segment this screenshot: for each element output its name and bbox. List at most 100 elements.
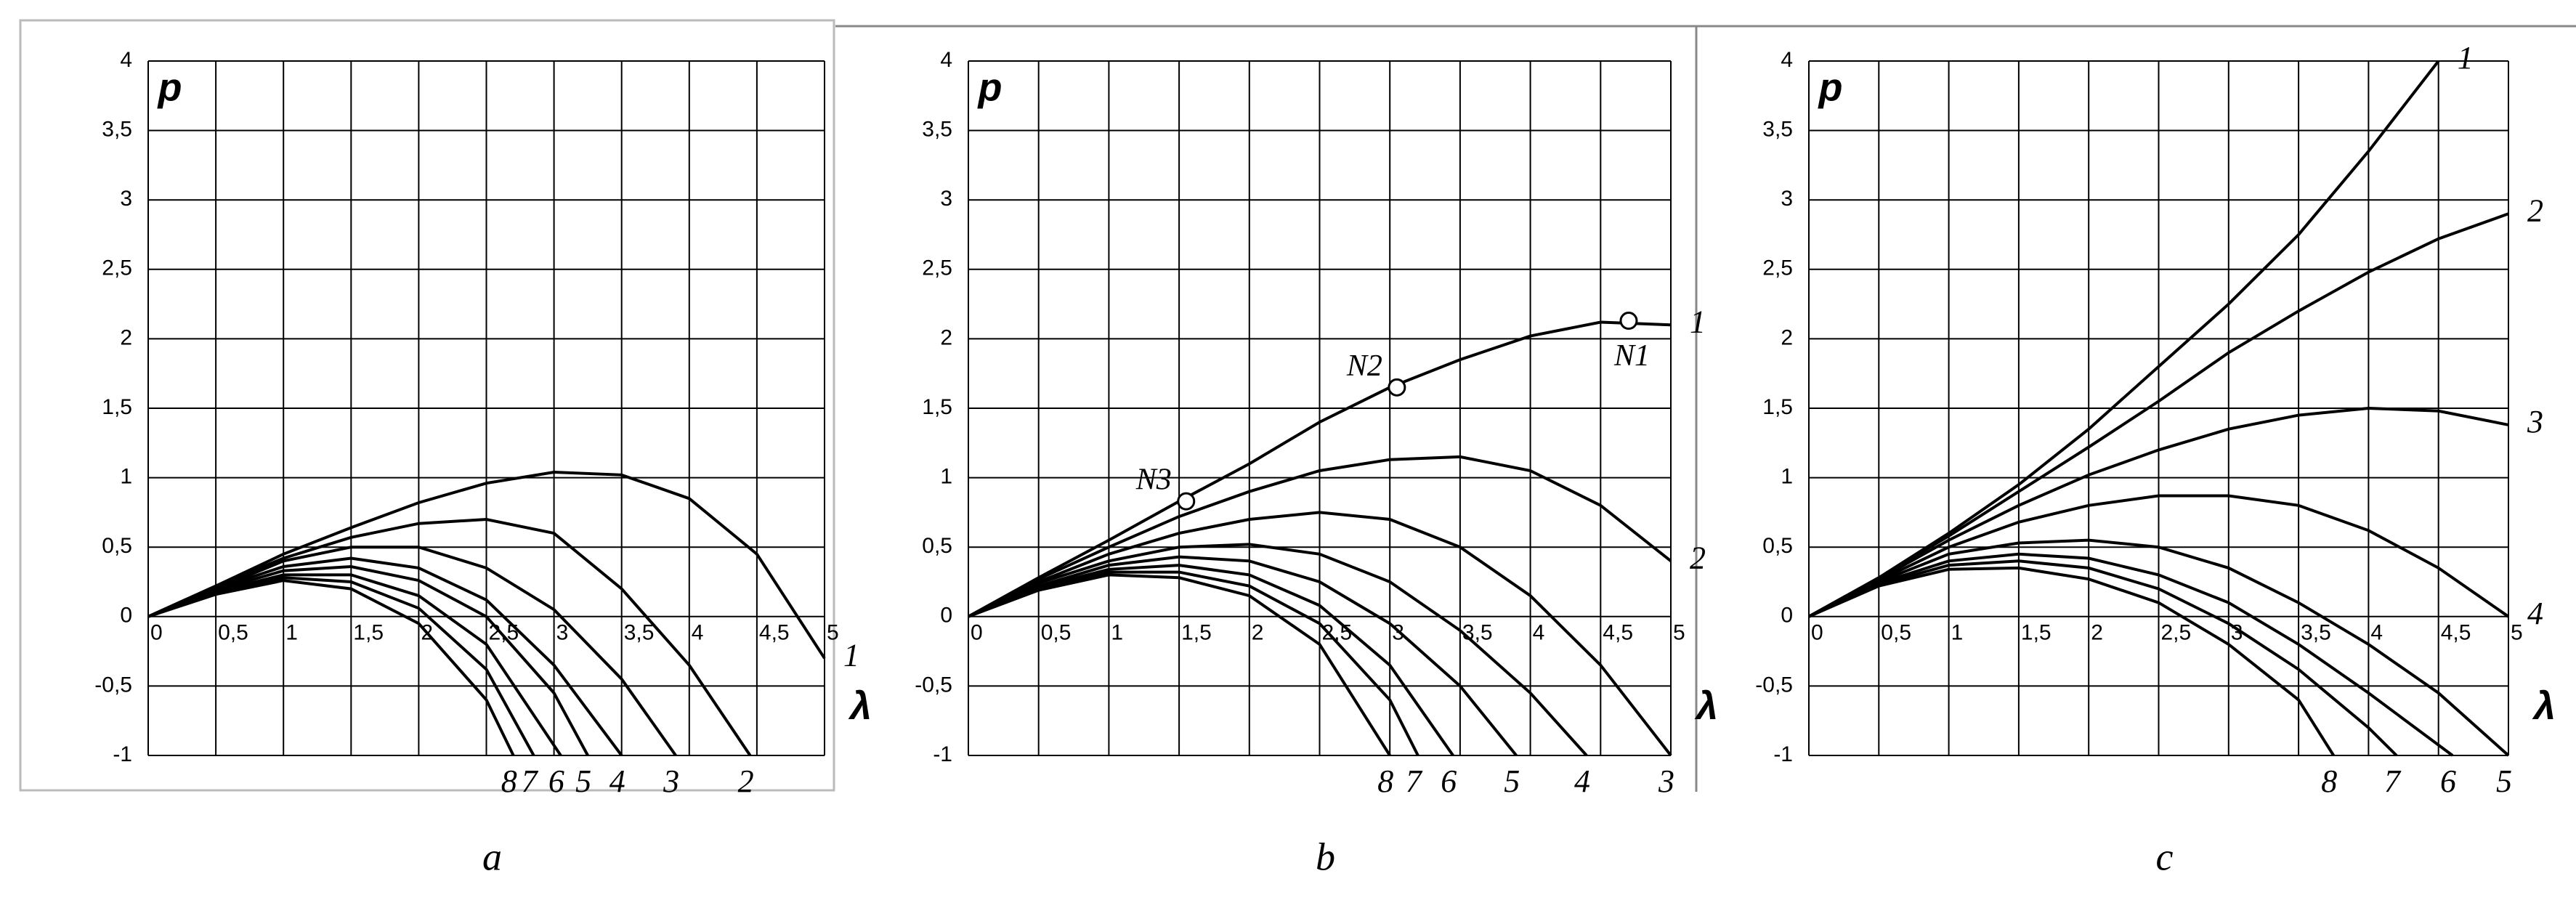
y-tick-label: 2,5 — [102, 256, 132, 280]
curve — [968, 570, 1419, 756]
x-tick-label: 2,5 — [2161, 621, 2192, 645]
curve-label: 7 — [522, 763, 539, 799]
x-tick-label: 3,5 — [624, 621, 655, 645]
curve — [1808, 538, 2510, 757]
y-tick-label: 1,5 — [1762, 395, 1793, 419]
curve — [147, 564, 589, 756]
x-tick-label: 5 — [1673, 621, 1685, 645]
curve — [968, 455, 1672, 618]
panel-caption: a — [482, 835, 502, 878]
curve-label: 6 — [1441, 763, 1457, 799]
curve — [1808, 494, 2510, 618]
panel-caption: b — [1316, 835, 1335, 878]
y-tick-label: 4 — [940, 48, 952, 72]
curve-label: 8 — [501, 763, 517, 799]
curve — [147, 517, 752, 757]
y-tick-label: 3 — [940, 187, 952, 211]
x-tick-label: 4 — [2370, 621, 2383, 645]
curve — [1808, 552, 2454, 757]
y-axis-label: p — [1818, 65, 1843, 109]
curve-label: 2 — [738, 763, 754, 799]
curve-label: 5 — [1504, 763, 1520, 799]
y-tick-label: 0 — [940, 604, 952, 628]
y-tick-label: 0,5 — [1762, 534, 1793, 558]
curve-label: 1 — [1690, 304, 1706, 339]
y-tick-label: -1 — [1773, 742, 1793, 766]
x-tick-label: 0,5 — [1881, 621, 1911, 645]
curve-label: 4 — [2527, 596, 2543, 631]
x-tick-label: 2 — [1252, 621, 1264, 645]
curve — [1808, 212, 2509, 618]
x-tick-label: 1,5 — [2021, 621, 2052, 645]
curve — [1808, 566, 2335, 757]
curve — [968, 543, 1588, 757]
x-tick-label: 2 — [2091, 621, 2103, 645]
y-tick-label: 0,5 — [102, 534, 132, 558]
x-tick-label: 1,5 — [1181, 621, 1212, 645]
curve — [1808, 559, 2398, 757]
curve-label: 5 — [2496, 763, 2512, 799]
curve — [147, 546, 677, 757]
y-tick-label: 3,5 — [922, 118, 952, 142]
y-tick-label: 3 — [120, 187, 132, 211]
curve-label: 3 — [1658, 763, 1674, 799]
curve-label: 8 — [1377, 763, 1393, 799]
panel-frame — [19, 19, 835, 792]
y-tick-label: 0 — [120, 604, 132, 628]
x-tick-label: 0,5 — [1041, 621, 1072, 645]
curve — [968, 573, 1391, 757]
curve-label: 7 — [1406, 763, 1423, 799]
marked-point — [1619, 312, 1638, 331]
curve — [968, 320, 1672, 618]
x-tick-label: 1 — [1111, 621, 1123, 645]
x-tick-label: 1 — [1951, 621, 1964, 645]
x-tick-label: 4,5 — [2441, 621, 2471, 645]
curve — [968, 564, 1454, 757]
y-tick-label: 4 — [120, 48, 132, 72]
y-tick-label: 3,5 — [1762, 118, 1793, 142]
y-tick-label: 1,5 — [922, 395, 952, 419]
y-axis-label: p — [157, 65, 182, 109]
curve-label: 6 — [2440, 763, 2456, 799]
curve-label: 2 — [1690, 540, 1706, 575]
y-tick-label: 0,5 — [922, 534, 952, 558]
y-tick-label: 2,5 — [922, 256, 952, 280]
x-tick-label: 3,5 — [2301, 621, 2331, 645]
point-label: N3 — [1135, 463, 1172, 497]
point-label: N2 — [1346, 349, 1382, 383]
marked-point — [1388, 378, 1406, 397]
x-axis-label: λ — [848, 684, 872, 728]
x-tick-label: 0 — [1811, 621, 1823, 645]
y-tick-label: 3 — [1781, 187, 1793, 211]
y-tick-label: 1 — [120, 465, 132, 489]
y-tick-label: 4 — [1781, 48, 1793, 72]
curve — [968, 511, 1672, 757]
curve — [147, 579, 515, 756]
curve-label: 7 — [2384, 763, 2402, 799]
x-tick-label: 4,5 — [1603, 621, 1633, 645]
curve-label: 4 — [1574, 763, 1590, 799]
y-tick-label: -0,5 — [915, 673, 952, 697]
curve-label: 1 — [843, 637, 859, 673]
x-axis-label: λ — [2532, 684, 2556, 728]
curve-label: 1 — [2458, 40, 2474, 76]
curve-label: 3 — [663, 763, 679, 799]
x-tick-label: 0,5 — [218, 621, 248, 645]
y-tick-label: -0,5 — [1755, 673, 1793, 697]
x-tick-label: 0 — [150, 621, 163, 645]
x-tick-label: 1,5 — [353, 621, 384, 645]
x-tick-label: 3 — [556, 621, 569, 645]
y-axis-label: p — [977, 65, 1003, 109]
y-tick-label: 0 — [1781, 604, 1793, 628]
y-tick-label: 1,5 — [102, 395, 132, 419]
curve-label: 2 — [2527, 192, 2543, 228]
curve-label: 8 — [2321, 763, 2337, 799]
curve — [1808, 406, 2509, 618]
x-tick-label: 5 — [827, 621, 839, 645]
x-tick-label: 4 — [692, 621, 704, 645]
x-axis-label: λ — [1694, 684, 1718, 728]
curve — [147, 470, 826, 660]
x-tick-label: 4,5 — [759, 621, 790, 645]
